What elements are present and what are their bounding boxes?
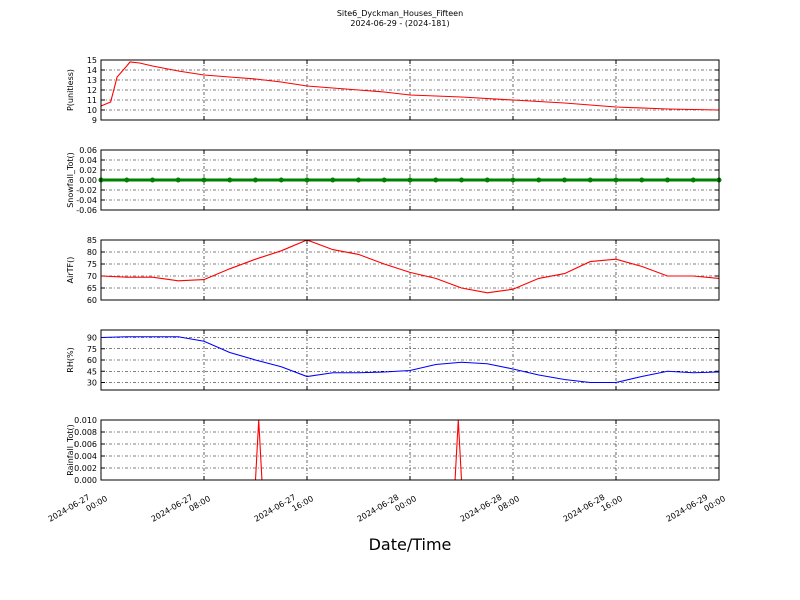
data-marker	[381, 177, 387, 183]
y-axis-label: Rainfall_Tot()	[66, 424, 75, 476]
y-tick-label: 75	[87, 345, 97, 354]
x-tick-label: 2024-06-27 16:00	[253, 485, 315, 532]
y-tick-label: 75	[87, 260, 97, 269]
axes-frame	[100, 149, 720, 211]
data-marker	[536, 177, 542, 183]
y-axis-label: Snowfall_Tot()	[66, 152, 75, 208]
data-marker	[407, 177, 413, 183]
y-tick-label: 9	[92, 116, 97, 125]
y-tick-label: 10	[87, 106, 97, 115]
figure-title: Site6_Dyckman_Houses_Fifteen	[337, 9, 463, 18]
data-marker	[690, 177, 696, 183]
data-marker	[562, 177, 567, 183]
y-tick-label: 85	[87, 236, 97, 245]
data-line	[100, 61, 720, 111]
y-tick-label: 15	[87, 56, 97, 65]
axes-frame	[100, 329, 720, 391]
data-line	[100, 336, 720, 384]
data-marker	[484, 177, 490, 183]
y-tick-label: 70	[87, 272, 97, 281]
data-marker	[278, 177, 284, 183]
y-tick-label: 60	[87, 356, 97, 365]
y-tick-label: -0.02	[76, 186, 97, 195]
y-axis-label: AirTF()	[66, 257, 75, 284]
data-marker	[639, 177, 645, 183]
figure-subtitle: 2024-06-29 - (2024-181)	[350, 19, 449, 28]
x-tick-label: 2024-06-28 08:00	[459, 485, 521, 532]
y-tick-label: 45	[87, 367, 97, 376]
data-line	[100, 239, 720, 294]
axes-frame	[100, 59, 720, 121]
data-marker	[510, 177, 516, 183]
data-marker	[665, 177, 670, 183]
data-marker	[253, 177, 258, 183]
y-tick-label: 0.008	[74, 428, 97, 437]
y-tick-label: 14	[87, 66, 97, 75]
y-tick-label: 0.06	[79, 146, 97, 155]
data-marker	[124, 177, 130, 183]
y-axis-label: P(unitless)	[66, 69, 75, 111]
data-marker	[433, 177, 439, 183]
x-tick-label: 2024-06-29 00:00	[665, 485, 727, 532]
axes-frame	[100, 419, 720, 481]
data-marker	[587, 177, 593, 183]
y-tick-label: 0.02	[79, 166, 97, 175]
y-tick-label: 0.004	[74, 452, 97, 461]
y-tick-label: 11	[87, 96, 97, 105]
y-tick-label: 0.010	[74, 416, 97, 425]
data-marker	[613, 177, 619, 183]
y-tick-label: 0.006	[74, 440, 97, 449]
y-tick-label: 80	[87, 248, 97, 257]
data-marker	[330, 177, 336, 183]
y-tick-label: -0.04	[76, 196, 97, 205]
y-tick-label: 13	[87, 76, 97, 85]
x-tick-label: 2024-06-28 16:00	[562, 485, 624, 532]
data-marker	[150, 177, 155, 183]
data-marker	[304, 177, 310, 183]
x-tick-label: 2024-06-27 00:00	[47, 485, 109, 532]
y-tick-label: 0.04	[79, 156, 97, 165]
y-tick-label: 65	[87, 284, 97, 293]
data-marker	[201, 177, 207, 183]
y-tick-label: 90	[87, 334, 97, 343]
axes-frame	[100, 239, 720, 301]
data-marker	[175, 177, 181, 183]
data-marker	[459, 177, 464, 183]
y-tick-label: 12	[87, 86, 97, 95]
y-tick-label: 0.002	[74, 464, 97, 473]
y-tick-label: 30	[87, 379, 97, 388]
x-tick-label: 2024-06-27 08:00	[150, 485, 212, 532]
y-tick-label: -0.06	[76, 206, 97, 215]
y-tick-label: 0.00	[79, 176, 97, 185]
data-marker	[227, 177, 233, 183]
y-tick-label: 60	[87, 296, 97, 305]
y-axis-label: RH(%)	[66, 347, 75, 372]
data-marker	[356, 177, 361, 183]
x-tick-label: 2024-06-28 00:00	[356, 485, 418, 532]
y-tick-label: 0.000	[74, 476, 97, 485]
x-axis-label: Date/Time	[369, 535, 452, 554]
